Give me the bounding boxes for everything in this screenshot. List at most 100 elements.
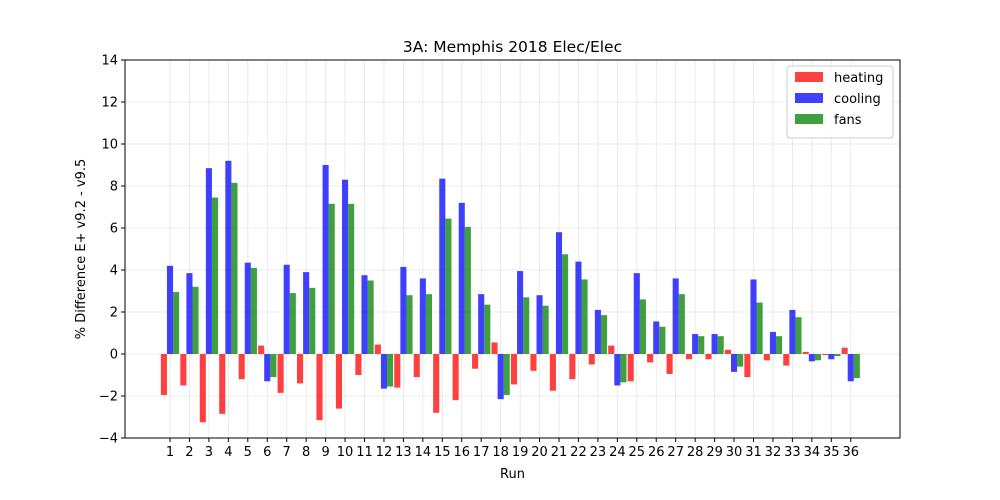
bar-heating-run-18 <box>491 342 498 354</box>
x-tick-label: 1 <box>166 445 174 460</box>
bar-heating-run-7 <box>277 354 284 393</box>
bar-cooling-run-4 <box>225 160 232 354</box>
x-tick-label: 31 <box>745 445 762 460</box>
bar-cooling-run-29 <box>711 334 718 354</box>
bar-fans-run-14 <box>425 294 432 354</box>
x-tick-label: 13 <box>395 445 412 460</box>
bar-cooling-run-30 <box>731 354 738 372</box>
x-tick-label: 15 <box>434 445 451 460</box>
y-axis-label: % Difference E+ v9.2 - v9.5 <box>74 159 89 340</box>
bar-heating-run-30 <box>724 349 731 354</box>
bar-fans-run-26 <box>659 326 666 354</box>
bar-fans-run-24 <box>620 354 627 383</box>
bar-fans-run-8 <box>309 287 316 354</box>
bar-cooling-run-26 <box>653 321 660 354</box>
bar-heating-run-26 <box>647 354 654 363</box>
bar-heating-run-27 <box>666 354 673 374</box>
bar-fans-run-21 <box>562 254 569 354</box>
bar-fans-run-13 <box>406 295 413 354</box>
y-tick-label: 10 <box>101 138 118 153</box>
y-tick-label: 14 <box>101 54 118 69</box>
y-tick-label: 12 <box>101 96 118 111</box>
bar-heating-run-19 <box>510 354 518 385</box>
bar-heating-run-35 <box>822 354 829 356</box>
x-tick-label: 18 <box>492 445 509 460</box>
bar-cooling-run-10 <box>342 179 349 354</box>
bar-fans-run-33 <box>795 317 802 354</box>
bar-fans-run-7 <box>289 293 296 354</box>
bar-cooling-run-25 <box>633 273 640 354</box>
y-tick-label: −2 <box>99 390 118 405</box>
bar-cooling-run-19 <box>517 271 524 354</box>
bar-heating-run-11 <box>355 354 362 375</box>
bar-fans-run-18 <box>503 354 510 395</box>
y-tick-label: 2 <box>110 306 118 321</box>
bar-cooling-run-22 <box>575 261 582 354</box>
bar-fans-run-1 <box>173 292 180 354</box>
bar-heating-run-28 <box>686 354 693 360</box>
x-tick-label: 6 <box>263 445 271 460</box>
bar-heating-run-15 <box>433 354 440 413</box>
x-tick-label: 27 <box>667 445 684 460</box>
x-tick-label: 2 <box>185 445 193 460</box>
x-tick-label: 32 <box>765 445 782 460</box>
bar-cooling-run-2 <box>186 273 193 354</box>
bar-cooling-run-13 <box>400 266 407 354</box>
bar-cooling-run-11 <box>361 275 368 354</box>
bar-heating-run-2 <box>180 354 187 386</box>
legend-label-heating: heating <box>834 71 883 86</box>
bar-fans-run-23 <box>600 315 608 354</box>
bar-cooling-run-21 <box>555 232 563 354</box>
bar-heating-run-3 <box>199 354 206 423</box>
x-tick-label: 19 <box>512 445 529 460</box>
bar-cooling-run-23 <box>594 309 601 354</box>
x-tick-label: 4 <box>224 445 232 460</box>
x-tick-label: 26 <box>648 445 665 460</box>
x-tick-label: 28 <box>687 445 704 460</box>
y-tick-label: 8 <box>110 180 118 195</box>
x-tick-label: 5 <box>244 445 252 460</box>
bar-cooling-run-5 <box>244 262 251 354</box>
bar-heating-run-33 <box>783 354 790 366</box>
bar-heating-run-14 <box>413 354 420 378</box>
bar-fans-run-2 <box>192 286 199 354</box>
legend-swatch-cooling <box>795 93 823 103</box>
bar-cooling-run-16 <box>458 202 465 354</box>
bar-cooling-run-1 <box>166 265 174 354</box>
bar-cooling-run-24 <box>614 354 621 386</box>
bar-cooling-run-12 <box>380 354 387 389</box>
bar-cooling-run-20 <box>536 295 543 354</box>
plot-frame <box>124 59 901 439</box>
x-tick-label: 8 <box>302 445 310 460</box>
bar-fans-run-10 <box>348 203 355 354</box>
bar-cooling-run-36 <box>847 354 854 382</box>
x-tick-label: 9 <box>321 445 329 460</box>
bar-fans-run-20 <box>542 305 549 354</box>
y-tick-label: 6 <box>110 222 118 237</box>
bar-heating-run-31 <box>744 354 751 378</box>
bar-cooling-run-7 <box>283 264 290 354</box>
bar-cooling-run-27 <box>672 278 679 354</box>
bars-layer <box>160 160 860 423</box>
bar-fans-run-34 <box>814 354 821 361</box>
bar-cooling-run-8 <box>303 272 310 354</box>
x-tick-label: 21 <box>551 445 568 460</box>
bar-cooling-run-31 <box>750 279 757 354</box>
x-tick-label: 22 <box>570 445 587 460</box>
bar-cooling-run-35 <box>828 354 835 360</box>
bar-fans-run-30 <box>737 354 744 367</box>
bar-heating-run-24 <box>608 345 615 354</box>
bar-cooling-run-17 <box>478 294 485 354</box>
bar-fans-run-5 <box>250 267 257 354</box>
x-tick-label: 20 <box>531 445 548 460</box>
x-tick-label: 35 <box>823 445 840 460</box>
bar-fans-run-36 <box>853 354 860 379</box>
x-tick-label: 11 <box>356 445 373 460</box>
x-tick-label: 24 <box>609 445 626 460</box>
bar-cooling-run-9 <box>322 165 329 354</box>
x-tick-label: 23 <box>590 445 607 460</box>
bar-fans-run-16 <box>464 226 471 354</box>
y-tick-label: 4 <box>110 264 118 279</box>
bar-fans-run-19 <box>523 297 530 354</box>
